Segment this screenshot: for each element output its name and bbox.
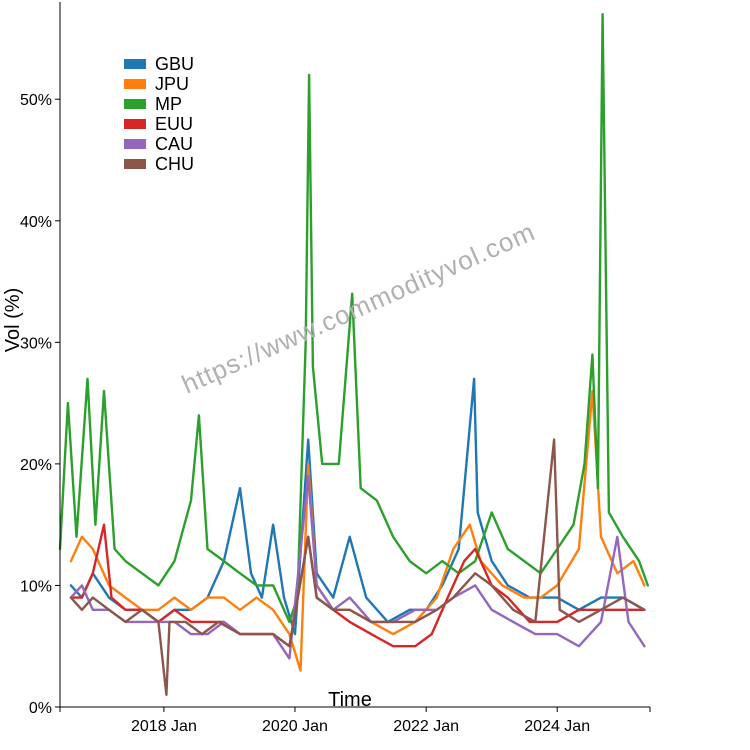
legend-label-euu[interactable]: EUU	[155, 114, 193, 134]
y-tick-label: 40%	[20, 214, 52, 231]
y-ticks: 0% 10% 20% 30% 40% 50%	[20, 92, 60, 717]
y-tick-label: 10%	[20, 578, 52, 595]
x-tick-label: 2018 Jan	[131, 718, 197, 735]
x-tick-label: 2024 Jan	[524, 718, 590, 735]
y-tick-label: 30%	[20, 335, 52, 352]
x-tick-label: 2022 Jan	[393, 718, 459, 735]
y-tick-label: 20%	[20, 457, 52, 474]
watermark: https://www.commodityvol.com	[177, 216, 539, 399]
series-line-mp	[58, 13, 649, 624]
y-axis-title: Vol (%)	[2, 288, 24, 352]
legend-swatch-mp	[124, 99, 146, 109]
legend-swatch-cau	[124, 139, 146, 149]
series-line-cau	[69, 474, 646, 660]
axes-layer	[59, 2, 650, 708]
legend-swatch-jpu	[124, 79, 146, 89]
series-layer	[58, 13, 649, 696]
legend-swatch-euu	[124, 119, 146, 129]
x-ticks: 2018 Jan 2020 Jan 2022 Jan 2024 Jan	[59, 707, 651, 735]
legend-label-jpu[interactable]: JPU	[155, 74, 189, 94]
series-line-chu	[69, 438, 646, 696]
x-tick-label: 2020 Jan	[262, 718, 328, 735]
legend-label-chu[interactable]: CHU	[155, 154, 194, 174]
legend-swatch-gbu	[124, 59, 146, 69]
legend-swatch-chu	[124, 159, 146, 169]
x-axis-title: Time	[328, 689, 372, 711]
y-tick-label: 50%	[20, 92, 52, 109]
legend-label-cau[interactable]: CAU	[155, 134, 193, 154]
y-tick-label: 0%	[29, 700, 52, 717]
legend-label-mp[interactable]: MP	[155, 94, 182, 114]
legend-label-gbu[interactable]: GBU	[155, 54, 194, 74]
